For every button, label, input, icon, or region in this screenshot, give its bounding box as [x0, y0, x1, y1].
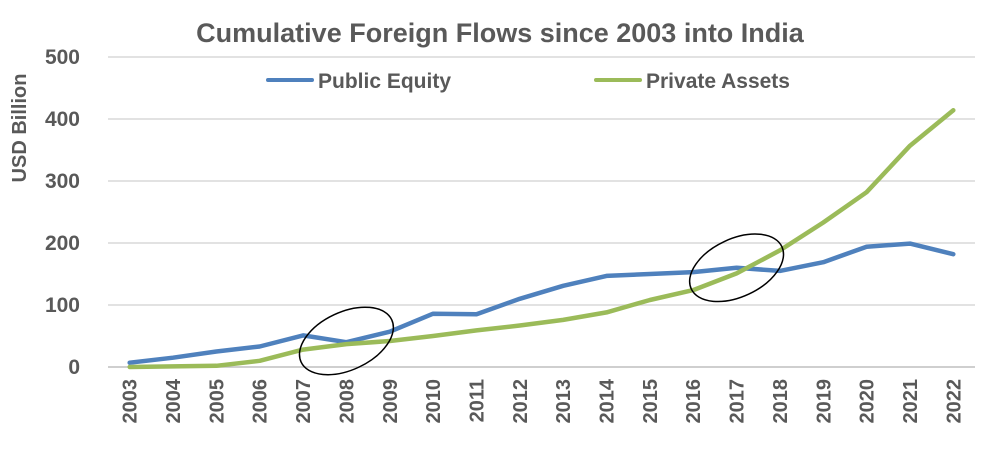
x-tick-label: 2021: [900, 379, 922, 424]
x-tick-label: 2004: [163, 378, 185, 423]
x-tick-label: 2010: [423, 379, 445, 424]
y-tick-label: 0: [68, 356, 80, 379]
x-tick-label: 2003: [120, 379, 142, 424]
y-tick-label: 200: [45, 232, 80, 255]
y-tick-label: 300: [45, 170, 80, 193]
x-axis-ticks: 2003 2004 2005 2006 2007 2008 2009 2010 2011 2012…: [120, 378, 966, 423]
x-tick-label: 2012: [510, 379, 532, 424]
x-tick-label: 2020: [857, 379, 879, 424]
y-tick-label: 400: [45, 108, 80, 131]
x-tick-label: 2013: [553, 379, 575, 424]
x-tick-label: 2015: [640, 379, 662, 424]
x-tick-label: 2006: [250, 379, 272, 424]
x-tick-label: 2018: [770, 379, 792, 424]
annotation-ellipse-0: [298, 306, 395, 376]
annotations: [298, 233, 785, 376]
y-axis-label: USD Billion: [9, 74, 31, 183]
x-tick-label: 2009: [380, 379, 402, 424]
chart-title: Cumulative Foreign Flows since 2003 into…: [196, 18, 805, 48]
x-tick-label: 2017: [727, 379, 749, 424]
x-tick-label: 2005: [206, 379, 228, 424]
legend-item-private-assets: Private Assets: [594, 70, 790, 93]
y-tick-label: 100: [45, 294, 80, 317]
series-line-0: [127, 241, 956, 365]
annotation-ellipse-1: [688, 233, 785, 303]
legend-item-public-equity: Public Equity: [266, 70, 451, 93]
y-tick-label: 500: [45, 46, 80, 69]
legend-label-public-equity: Public Equity: [318, 70, 451, 93]
x-tick-label: 2019: [813, 379, 835, 424]
x-tick-label: 2014: [597, 378, 619, 423]
x-tick-label: 2007: [293, 379, 315, 424]
legend: Public Equity Private Assets: [266, 70, 790, 93]
gridlines: [108, 56, 975, 368]
series-line-1: [127, 108, 956, 370]
y-axis-ticks: 0 100 200 300 400 500: [45, 46, 80, 379]
series-lines: [127, 108, 956, 370]
x-tick-label: 2011: [466, 379, 488, 422]
x-tick-label: 2016: [683, 379, 705, 424]
x-tick-label: 2022: [943, 379, 965, 424]
legend-label-private-assets: Private Assets: [646, 70, 790, 93]
x-tick-label: 2008: [336, 379, 358, 424]
